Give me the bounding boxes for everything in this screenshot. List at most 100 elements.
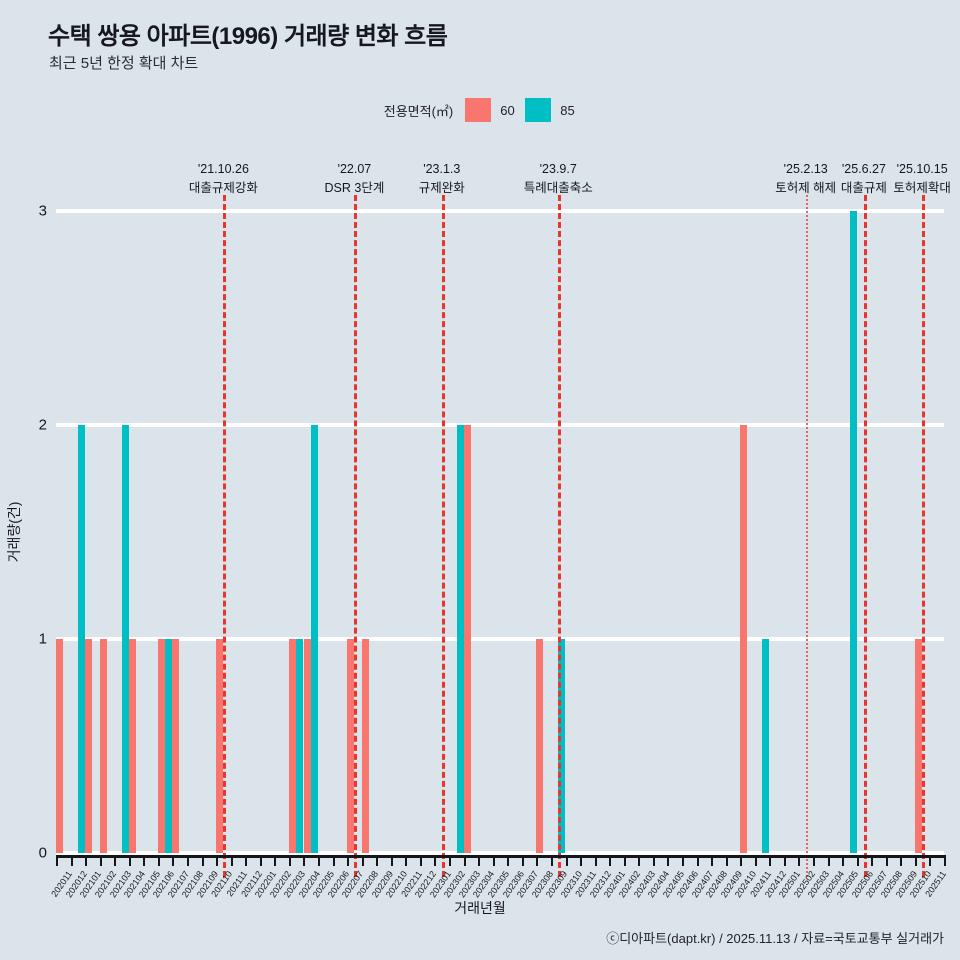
bar-202012-85[interactable] [78,425,86,853]
x-tick-202406 [681,855,684,866]
x-tick-202206 [332,855,335,866]
x-tick-202304 [478,855,481,866]
x-tick-202306 [507,855,510,866]
x-tick-202012 [70,855,73,866]
bar-202106-60[interactable] [157,639,165,853]
bar-202203-60[interactable] [288,639,296,853]
bar-202106-85[interactable] [165,639,173,853]
x-tick-202506 [856,855,859,866]
x-tick-202401 [609,855,612,866]
bar-202505-85[interactable] [849,211,857,853]
bar-202103-85[interactable] [121,425,129,853]
bar-202107-60[interactable] [172,639,180,853]
x-tick-202309 [550,855,553,866]
gridline-y-1 [56,637,944,641]
bar-202208-60[interactable] [361,639,369,853]
x-tick-202404 [652,855,655,866]
bar-202302-85[interactable] [456,425,464,853]
x-tick-202504 [827,855,830,866]
bar-202204-85[interactable] [311,425,318,853]
x-tick-202209 [376,855,379,866]
x-tick-end [944,855,946,866]
y-tick-label-3: 3 [38,202,47,220]
bar-202410-60[interactable] [740,425,748,853]
x-tick-202205 [318,855,321,866]
annotation-date-2: '23.1.3 [423,162,461,176]
y-tick-label-0: 0 [38,844,47,862]
annotation-label-0: '21.10.26 대출규제강화 [189,160,258,198]
x-tick-202510 [914,855,917,866]
x-tick-202505 [842,855,845,866]
x-tick-202301 [434,855,437,866]
annotation-date-0: '21.10.26 [197,162,249,176]
annotation-line-3 [558,195,562,877]
annotation-label-3: '23.9.7 특례대출축소 [524,160,593,198]
x-tick-202405 [667,855,670,866]
bar-202510-60[interactable] [914,639,922,853]
annotation-date-4: '25.2.13 [783,162,828,176]
bar-202308-60[interactable] [536,639,544,853]
bar-202203-85[interactable] [296,639,304,853]
annotation-date-3: '23.9.7 [539,162,577,176]
annotation-label-5: '25.6.27 대출규제 [841,160,887,198]
x-tick-202109 [201,855,204,866]
x-tick-202201 [259,855,262,866]
bar-202101-60[interactable] [85,639,93,853]
annotation-text-5: 대출규제 [840,181,887,195]
x-tick-202410 [740,855,743,866]
annotation-line-6 [922,195,926,877]
annotation-line-5 [863,195,867,877]
x-tick-202412 [769,855,772,866]
x-tick-202102 [99,855,102,866]
bar-202104-60[interactable] [128,639,136,853]
annotation-text-0: 대출규제강화 [188,181,258,195]
x-tick-202207 [347,855,350,866]
x-tick-202302 [449,855,452,866]
y-tick-label-2: 2 [38,416,47,434]
x-tick-202104 [128,855,131,866]
bar-202309-85[interactable] [558,639,566,853]
x-tick-202402 [623,855,626,866]
x-tick-202211 [405,855,408,866]
x-tick-202310 [565,855,568,866]
annotation-text-2: 규제완화 [418,181,465,195]
x-tick-202311 [580,855,583,866]
annotation-date-6: '25.10.15 [896,162,948,176]
page-subtitle: 최근 5년 한정 확대 차트 [49,55,199,72]
annotation-line-0 [223,195,227,877]
annotation-date-5: '25.6.27 [841,162,886,176]
x-tick-202108 [187,855,190,866]
x-tick-202110 [216,855,219,866]
gridline-y-3 [56,209,944,213]
x-tick-202508 [885,855,888,866]
chart-legend: 전용면적(㎡) 60 85 [0,98,960,122]
x-tick-202111 [230,855,233,866]
legend-title: 전용면적(㎡) [383,103,454,119]
annotation-line-2 [441,195,445,877]
x-tick-202203 [288,855,291,866]
bar-202411-85[interactable] [762,639,770,853]
plot-area: 0 1 2 3 거래량(건) [6,195,944,877]
x-tick-202101 [85,855,88,866]
x-tick-202409 [725,855,728,866]
bar-202102-60[interactable] [99,639,107,853]
page-title: 수택 쌍용 아파트(1996) 거래량 변화 흐름 [48,23,448,50]
bar-202110-60[interactable] [216,639,224,853]
x-tick-202502 [798,855,801,866]
bar-202011-60[interactable] [56,639,64,853]
x-tick-202511 [929,855,932,866]
annotation-text-6: 토허제확대 [893,181,951,195]
x-tick-202011 [56,855,58,866]
annotation-line-4 [805,195,808,877]
x-tick-202210 [390,855,393,866]
bar-202303-60[interactable] [463,425,471,853]
x-tick-202105 [143,855,146,866]
annotation-label-2: '23.1.3 규제완화 [419,160,465,198]
chart-footer: ⓒ디아파트(dapt.kr) / 2025.11.13 / 자료=국토교통부 실… [606,931,944,946]
legend-label-85: 85 [560,102,575,118]
x-tick-202103 [114,855,117,866]
bar-202204-60[interactable] [303,639,311,853]
bar-202207-60[interactable] [347,639,355,853]
x-tick-202204 [303,855,306,866]
